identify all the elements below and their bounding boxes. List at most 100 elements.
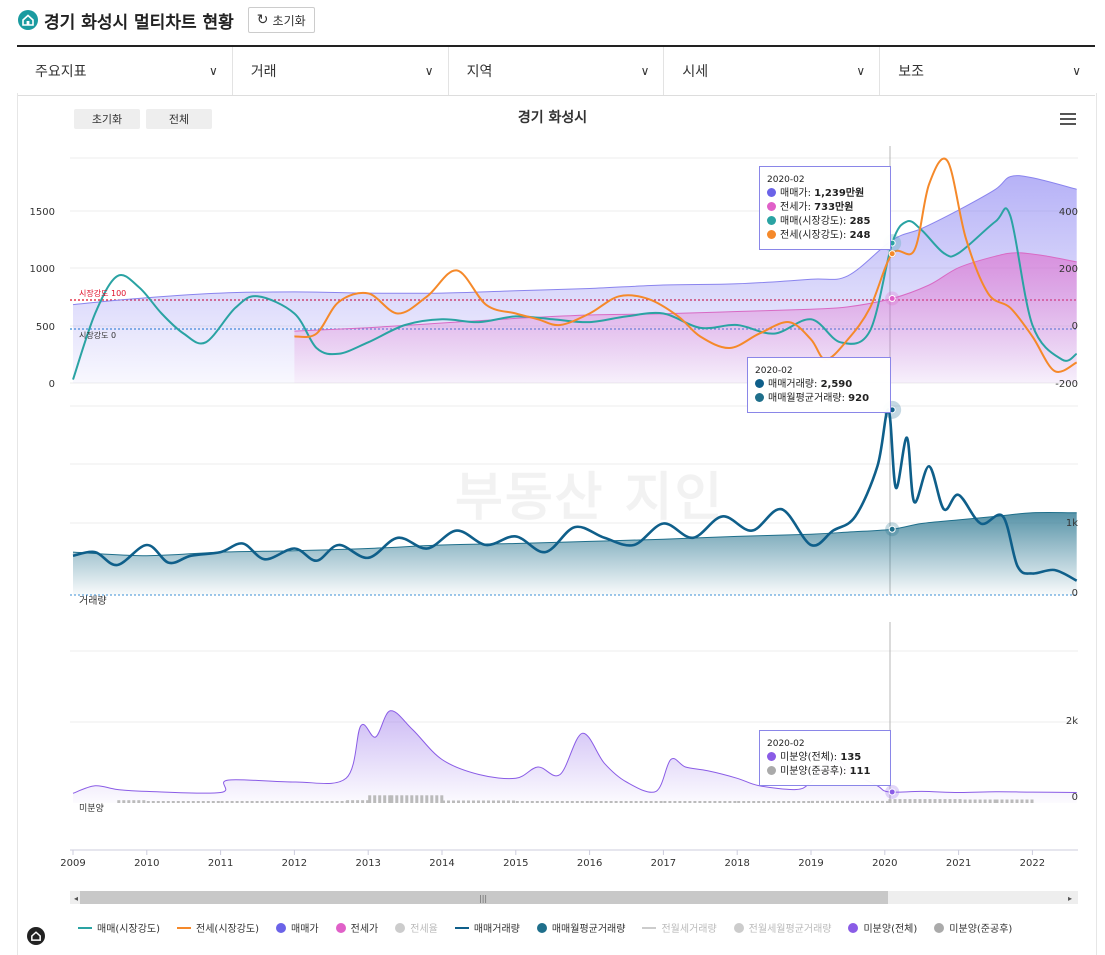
unsold-completed-bar bbox=[594, 801, 598, 803]
reset-button-label: 초기화 bbox=[272, 13, 306, 28]
series-sale-price-line bbox=[72, 175, 1077, 306]
tooltip-label: 미분양(전체): bbox=[780, 752, 841, 763]
scroll-right-arrow-icon[interactable]: ▸ bbox=[1068, 894, 1072, 903]
unsold-axis-label: 미분양 bbox=[79, 803, 104, 814]
unsold-completed-bar bbox=[792, 801, 796, 803]
unsold-completed-bar bbox=[886, 800, 889, 803]
unsold-completed-bar bbox=[146, 801, 150, 803]
tooltip-unsold: 2020-02 미분양(전체): 135 미분양(준공후): 111 bbox=[759, 730, 891, 786]
hover-marker bbox=[888, 788, 896, 796]
unsold-completed-bar bbox=[492, 800, 495, 803]
chevron-down-icon: ∨ bbox=[424, 64, 434, 78]
unsold-completed-bar bbox=[378, 795, 382, 803]
unsold-completed-bar bbox=[235, 801, 239, 803]
unsold-completed-bar bbox=[948, 799, 952, 803]
hover-marker bbox=[888, 294, 896, 302]
hover-marker bbox=[888, 250, 896, 258]
chart-all-button[interactable]: 전체 bbox=[146, 109, 212, 129]
legend-item[interactable]: 전세율 bbox=[395, 920, 438, 935]
unsold-completed-bar bbox=[216, 801, 220, 803]
series-avg-volume-line bbox=[72, 512, 1077, 557]
unsold-completed-bar bbox=[963, 799, 967, 803]
series-dot-icon bbox=[755, 379, 764, 388]
unsold-completed-bar bbox=[245, 801, 249, 803]
legend-item[interactable]: 전세가 bbox=[335, 920, 378, 935]
unsold-completed-bar bbox=[467, 800, 470, 803]
unsold-completed-bar bbox=[1010, 799, 1014, 803]
unsold-completed-bar bbox=[295, 801, 299, 803]
legend-item[interactable]: 전월세월평균거래량 bbox=[733, 920, 831, 935]
menu-icon[interactable] bbox=[1060, 113, 1076, 125]
scroll-left-arrow-icon[interactable]: ◂ bbox=[74, 894, 78, 903]
legend-item[interactable]: 매매월평균거래량 bbox=[536, 920, 625, 935]
legend-item[interactable]: 매매거래량 bbox=[454, 920, 520, 935]
unsold-completed-bar bbox=[663, 801, 667, 803]
unsold-completed-bar bbox=[973, 799, 977, 803]
series-dot-icon bbox=[767, 752, 776, 761]
series-unsold-total-fill bbox=[73, 710, 1077, 803]
dropdown-trade[interactable]: 거래 ∨ bbox=[233, 47, 449, 95]
unsold-completed-bar bbox=[777, 801, 781, 803]
unsold-completed-bar bbox=[708, 801, 712, 803]
chevron-down-icon: ∨ bbox=[640, 64, 650, 78]
unsold-completed-bar bbox=[624, 801, 628, 803]
tooltip-label: 매매거래량: bbox=[768, 379, 821, 390]
left-axis-tick: 500 bbox=[36, 322, 55, 333]
dropdown-region[interactable]: 지역 ∨ bbox=[449, 47, 665, 95]
unsold-completed-bar bbox=[585, 801, 589, 803]
chevron-down-icon: ∨ bbox=[856, 64, 866, 78]
chart-legend: 매매(시장강도) 전세(시장강도) 매매가 전세가 전세율 매매거래량 매매월평균거래량 전월… bbox=[78, 920, 1029, 935]
unsold-completed-bar bbox=[772, 801, 776, 803]
x-tick-label: 2020 bbox=[872, 858, 897, 869]
tooltip-row: 매매거래량: 2,590 bbox=[755, 378, 883, 392]
unsold-completed-bar bbox=[530, 801, 534, 803]
x-tick-label: 2019 bbox=[798, 858, 823, 869]
tooltip-label: 매매(시장강도): bbox=[780, 216, 850, 227]
unsold-completed-bar bbox=[285, 801, 289, 803]
unsold-completed-bar bbox=[737, 801, 741, 803]
legend-item[interactable]: 매매(시장강도) bbox=[78, 920, 160, 935]
unsold-completed-bar bbox=[654, 801, 658, 803]
dropdown-main-indicator[interactable]: 주요지표 ∨ bbox=[17, 47, 233, 95]
unsold-completed-bar bbox=[502, 800, 505, 803]
left-axis-tick: 1000 bbox=[30, 264, 55, 275]
unsold-completed-bar bbox=[206, 801, 210, 803]
unsold-completed-bar bbox=[462, 800, 465, 803]
unsold-completed-bar bbox=[290, 801, 294, 803]
unsold-completed-bar bbox=[415, 795, 419, 803]
unsold-completed-bar bbox=[275, 801, 279, 803]
unsold-completed-bar bbox=[888, 799, 892, 803]
scrollbar-thumb[interactable] bbox=[80, 891, 888, 904]
reference-label: 시장강도 100 bbox=[79, 288, 126, 298]
dropdown-price[interactable]: 시세 ∨ bbox=[664, 47, 881, 95]
unsold-completed-bar bbox=[958, 799, 962, 803]
unsold-completed-bar bbox=[609, 801, 613, 803]
unsold-completed-bar bbox=[565, 801, 569, 803]
volume-axis-label: 거래량 bbox=[79, 595, 107, 607]
unsold-completed-bar bbox=[240, 801, 244, 803]
unsold-completed-bar bbox=[1015, 799, 1019, 803]
legend-item[interactable]: 미분양(전체) bbox=[848, 920, 917, 935]
unsold-completed-bar bbox=[599, 801, 603, 803]
unsold-completed-bar bbox=[142, 800, 146, 803]
legend-item[interactable]: 전세(시장강도) bbox=[177, 920, 259, 935]
x-tick-label: 2017 bbox=[651, 858, 676, 869]
series-sale-strength bbox=[72, 207, 1078, 380]
unsold-completed-bar bbox=[826, 800, 829, 803]
scrollbar-grip-icon[interactable]: ||| bbox=[479, 894, 487, 903]
dropdown-auxiliary[interactable]: 보조 ∨ bbox=[880, 47, 1095, 95]
unsold-completed-bar bbox=[122, 800, 126, 803]
legend-item[interactable]: 매매가 bbox=[276, 920, 319, 935]
unsold-completed-bar bbox=[457, 800, 460, 803]
unsold-completed-bar bbox=[477, 800, 480, 803]
unsold-completed-bar bbox=[356, 800, 360, 803]
legend-dot-icon bbox=[934, 922, 945, 933]
tooltip-row: 매매(시장강도): 285 bbox=[767, 215, 883, 229]
unsold-completed-bar bbox=[876, 800, 879, 803]
legend-label: 전세율 bbox=[410, 924, 438, 935]
legend-item[interactable]: 전월세거래량 bbox=[642, 920, 717, 935]
chart-reset-button[interactable]: 초기화 bbox=[74, 109, 140, 129]
right-axis-tick: 200 bbox=[1059, 264, 1078, 275]
reset-button[interactable]: ↻ 초기화 bbox=[247, 7, 315, 33]
legend-item[interactable]: 미분양(준공후) bbox=[934, 920, 1012, 935]
